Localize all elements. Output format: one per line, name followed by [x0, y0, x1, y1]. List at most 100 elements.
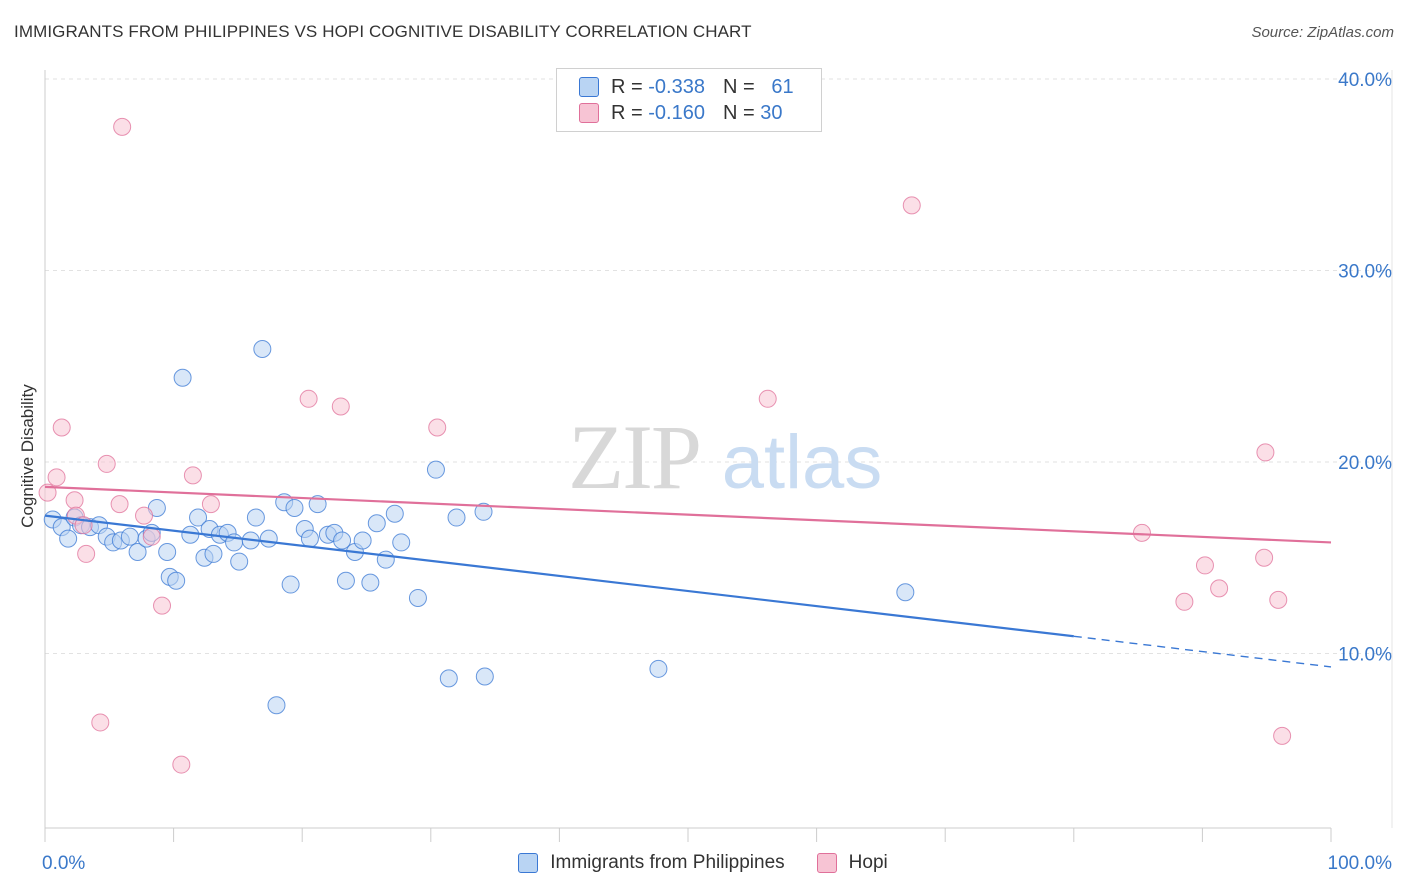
n-label: N = [722, 101, 755, 124]
philippines-point-56 [649, 659, 668, 678]
hopi-point-2 [52, 418, 71, 437]
chart-title: IMMIGRANTS FROM PHILIPPINES VS HOPI COGN… [14, 22, 752, 41]
hopi-trend-line [44, 485, 1332, 544]
y-tick-label-0: 10.0% [1338, 645, 1392, 666]
philippines-point-31 [259, 529, 278, 548]
philippines-point-45 [361, 573, 380, 592]
philippines-point-32 [267, 696, 286, 715]
philippines-point-42 [336, 571, 355, 590]
philippines-point-17 [167, 571, 186, 590]
hopi-point-17 [299, 389, 318, 408]
y-tick-label-1: 20.0% [1338, 453, 1392, 474]
philippines-point-53 [447, 508, 466, 527]
philippines-point-48 [385, 504, 404, 523]
philippines-point-34 [281, 575, 300, 594]
philippines-point-10 [120, 527, 139, 546]
philippines-point-55 [475, 667, 494, 686]
philippines-point-49 [392, 533, 411, 552]
y-axis-label: Cognitive Disability [18, 384, 37, 528]
axis-layer [44, 70, 1393, 842]
r-label: R = [611, 75, 643, 98]
hopi-point-21 [902, 196, 921, 215]
hopi-point-24 [1195, 556, 1214, 575]
grid-layer [45, 78, 1392, 654]
swatch-pink-icon [816, 853, 837, 873]
watermark: ZIP atlas [568, 406, 882, 508]
philippines-point-18 [173, 368, 192, 387]
hopi-point-9 [110, 495, 129, 514]
source-note: Source: ZipAtlas.com [1251, 24, 1394, 41]
philippines-point-20 [189, 508, 208, 527]
y-tick-label-3: 40.0% [1338, 70, 1392, 91]
hopi-point-8 [97, 454, 116, 473]
hopi-point-0 [38, 483, 57, 502]
stats-legend: R = -0.338 N = 61 R = -0.160 N = 30 [556, 68, 822, 132]
hopi-point-28 [1269, 590, 1288, 609]
philippines-point-44 [353, 531, 372, 550]
legend-label-philippines: Immigrants from Philippines [550, 852, 785, 873]
hopi-point-10 [113, 117, 132, 136]
hopi-point-26 [1255, 548, 1274, 567]
hopi-point-18 [331, 397, 350, 416]
stats-legend-row-hopi: R = -0.160 N = 30 [579, 101, 782, 125]
r-value: -0.160 [648, 101, 705, 124]
hopi-point-23 [1175, 592, 1194, 611]
points-layer [38, 117, 1292, 774]
r-label: R = [611, 101, 643, 124]
philippines-point-11 [128, 543, 147, 562]
stats-legend-row-philippines: R = -0.338 N = 61 [579, 75, 794, 99]
philippines-trend-extension [1073, 635, 1332, 668]
hopi-point-25 [1210, 579, 1229, 598]
philippines-point-47 [376, 550, 395, 569]
hopi-point-3 [65, 491, 84, 510]
philippines-point-23 [204, 544, 223, 563]
philippines-point-52 [439, 669, 458, 688]
legend-item-philippines[interactable]: Immigrants from Philippines [518, 852, 785, 874]
series-legend: Immigrants from Philippines Hopi [0, 852, 1406, 874]
philippines-point-50 [408, 588, 427, 607]
philippines-point-57 [896, 583, 915, 602]
philippines-point-27 [230, 552, 249, 571]
hopi-point-11 [135, 506, 154, 525]
philippines-point-29 [246, 508, 265, 527]
hopi-point-14 [172, 755, 191, 774]
legend-item-hopi[interactable]: Hopi [816, 852, 888, 874]
n-value: 30 [760, 101, 783, 124]
r-value: -0.338 [648, 75, 705, 98]
hopi-point-29 [1273, 726, 1292, 745]
hopi-point-6 [77, 544, 96, 563]
philippines-point-37 [300, 529, 319, 548]
philippines-point-15 [158, 543, 177, 562]
philippines-point-51 [426, 460, 445, 479]
swatch-blue-icon [579, 77, 599, 97]
n-value: 61 [771, 75, 794, 98]
philippines-point-19 [181, 525, 200, 544]
y-tick-label-2: 30.0% [1338, 262, 1392, 283]
x-tick-label-max: 100.0% [1328, 853, 1393, 874]
philippines-point-30 [253, 340, 272, 359]
hopi-point-16 [201, 495, 220, 514]
hopi-point-1 [47, 468, 66, 487]
watermark-zip: ZIP [568, 406, 700, 508]
legend-label-hopi: Hopi [848, 852, 888, 873]
philippines-point-54 [474, 502, 493, 521]
swatch-pink-icon [579, 103, 599, 123]
philippines-trend-line [44, 514, 1074, 638]
hopi-point-7 [91, 713, 110, 732]
philippines-point-46 [367, 514, 386, 533]
hopi-point-19 [428, 418, 447, 437]
x-tick-label-min: 0.0% [42, 853, 85, 874]
hopi-point-12 [142, 527, 161, 546]
swatch-blue-icon [518, 853, 539, 873]
hopi-point-15 [183, 466, 202, 485]
philippines-point-41 [333, 531, 352, 550]
hopi-point-20 [758, 389, 777, 408]
philippines-point-35 [285, 498, 304, 517]
tick-label-layer: 10.0% 20.0% 30.0% 40.0% 0.0% 100.0% [42, 70, 1392, 874]
hopi-point-13 [153, 596, 172, 615]
philippines-point-2 [59, 529, 78, 548]
hopi-point-22 [1132, 523, 1151, 542]
n-label: N = [722, 75, 755, 98]
trend-layer [44, 485, 1332, 668]
